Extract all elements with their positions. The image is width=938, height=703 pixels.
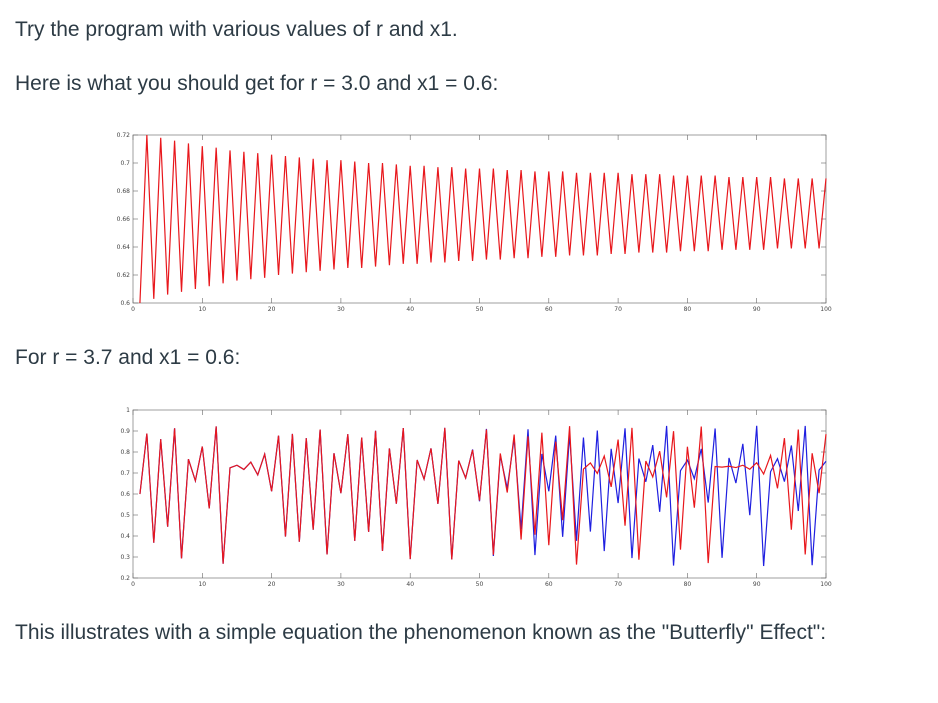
y-tick-label: 0.2 — [120, 575, 130, 582]
y-tick-label: 0.8 — [120, 449, 130, 456]
y-tick-label: 0.5 — [120, 512, 130, 519]
x-tick-label: 20 — [268, 581, 276, 588]
paragraph: Try the program with various values of r… — [15, 18, 458, 41]
x-tick-label: 0 — [131, 581, 135, 588]
y-tick-label: 0.6 — [120, 491, 130, 498]
y-tick-label: 0.7 — [120, 470, 130, 477]
x-tick-label: 40 — [406, 306, 414, 313]
x-tick-label: 60 — [545, 581, 553, 588]
y-tick-label: 0.9 — [120, 428, 130, 435]
y-tick-label: 0.6 — [120, 300, 130, 307]
x-tick-label: 40 — [406, 581, 414, 588]
x-tick-label: 10 — [198, 306, 206, 313]
data-line — [139, 426, 827, 565]
y-tick-label: 0.66 — [117, 216, 131, 223]
y-tick-label: 0.7 — [120, 160, 130, 167]
paragraph: Here is what you should get for r = 3.0 … — [15, 72, 499, 95]
y-tick-label: 1 — [126, 407, 130, 414]
x-tick-label: 70 — [614, 306, 622, 313]
x-tick-label: 90 — [753, 581, 761, 588]
y-tick-label: 0.3 — [120, 554, 130, 561]
x-tick-label: 30 — [337, 581, 345, 588]
paragraph: For r = 3.7 and x1 = 0.6: — [15, 346, 241, 369]
x-tick-label: 0 — [131, 306, 135, 313]
y-tick-label: 0.62 — [117, 272, 131, 279]
plot-area — [132, 134, 827, 304]
x-tick-label: 30 — [337, 306, 345, 313]
y-tick-label: 0.4 — [120, 533, 130, 540]
x-tick-label: 20 — [268, 306, 276, 313]
paragraph: This illustrates with a simple equation … — [15, 621, 827, 644]
x-tick-label: 50 — [476, 581, 484, 588]
y-tick-label: 0.72 — [117, 132, 131, 139]
data-line — [139, 134, 827, 304]
x-tick-label: 90 — [753, 306, 761, 313]
x-tick-label: 70 — [614, 581, 622, 588]
y-tick-label: 0.64 — [117, 244, 131, 251]
x-tick-label: 100 — [820, 581, 832, 588]
y-tick-label: 0.68 — [117, 188, 131, 195]
x-tick-label: 100 — [820, 306, 832, 313]
x-tick-label: 10 — [198, 581, 206, 588]
plot-area — [132, 409, 827, 579]
x-tick-label: 60 — [545, 306, 553, 313]
x-tick-label: 80 — [684, 306, 692, 313]
x-tick-label: 80 — [684, 581, 692, 588]
x-tick-label: 50 — [476, 306, 484, 313]
